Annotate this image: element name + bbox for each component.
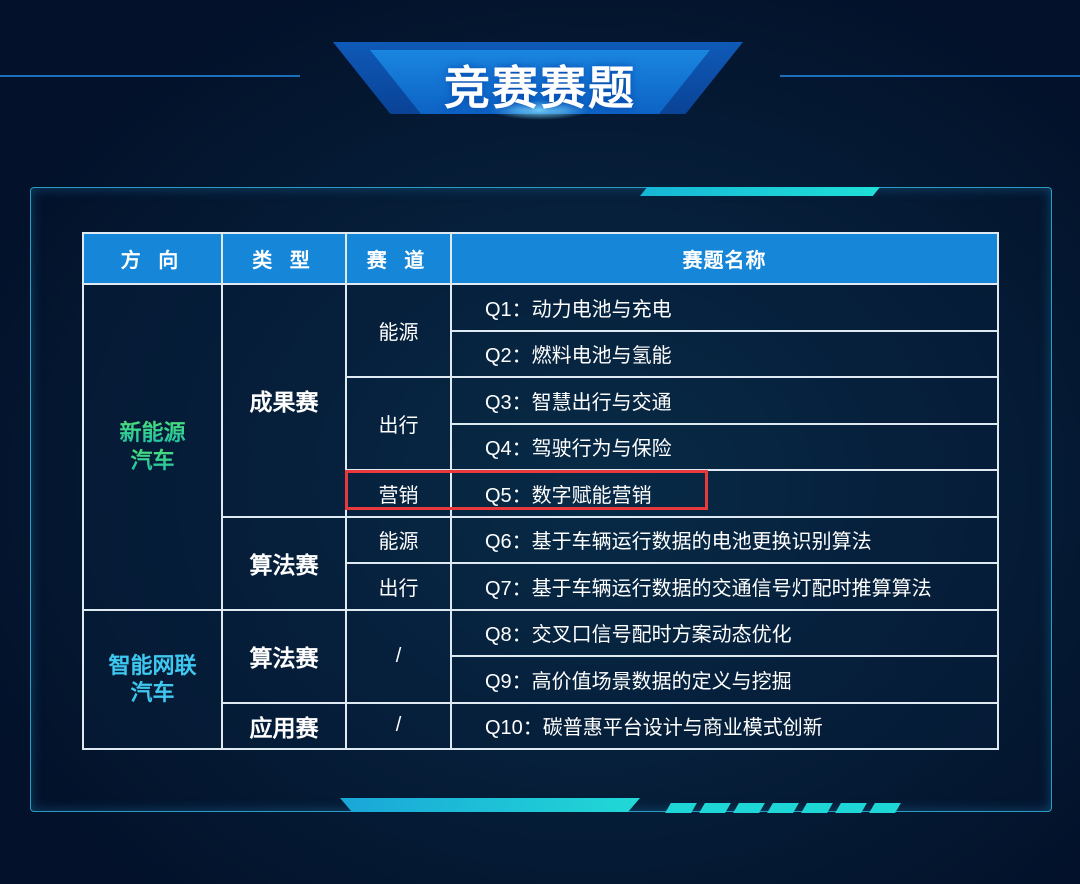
type-cell: 成果赛 — [221, 283, 347, 518]
table-row: 应用赛 / Q10：碳普惠平台设计与商业模式创新 — [83, 701, 999, 750]
type-cell: 应用赛 — [221, 701, 347, 750]
question-cell: Q9：高价值场景数据的定义与挖掘 — [450, 655, 999, 704]
page-title: 竞赛赛题 — [444, 62, 636, 114]
decor-line — [780, 75, 1080, 77]
table-row: Q9：高价值场景数据的定义与挖掘 — [83, 655, 999, 704]
frame-accent-bar — [340, 798, 640, 812]
header-title: 赛题名称 — [450, 232, 999, 285]
question-cell: Q6：基于车辆运行数据的电池更换识别算法 — [450, 515, 999, 564]
direction-cell: 新能源 汽车 — [82, 283, 223, 611]
direction-label: 新能源 汽车 — [119, 420, 186, 473]
table-row: 智能网联 汽车 算法赛 / Q8：交叉口信号配时方案动态优化 — [82, 608, 999, 750]
header-type: 类 型 — [221, 232, 347, 285]
direction-label: 智能网联 汽车 — [108, 652, 197, 706]
header-track: 赛 道 — [345, 232, 452, 285]
table-row: Q2：燃料电池与氢能 — [83, 329, 999, 378]
question-cell: Q4：驾驶行为与保险 — [450, 422, 999, 471]
decor-dashes — [665, 803, 901, 813]
highlight-box — [345, 470, 708, 510]
track-cell: 出行 — [345, 376, 452, 471]
track-cell: 能源 — [345, 515, 452, 564]
track-cell: / — [345, 608, 452, 704]
competition-table: 方 向 类 型 赛 道 赛题名称 新能源 汽车 成果赛 能源 Q1：动力电池与充… — [82, 232, 999, 750]
type-cell: 算法赛 — [221, 515, 347, 611]
table-row: Q4：驾驶行为与保险 — [83, 422, 999, 471]
title-glow — [490, 100, 590, 120]
table-row: 新能源 汽车 成果赛 能源 Q1：动力电池与充电 — [82, 283, 999, 611]
question-cell: Q8：交叉口信号配时方案动态优化 — [450, 608, 999, 657]
track-cell: 出行 — [345, 562, 452, 611]
question-cell: Q1：动力电池与充电 — [450, 283, 999, 332]
decor-line — [0, 75, 300, 77]
table-row: 出行 Q7：基于车辆运行数据的交通信号灯配时推算算法 — [83, 562, 999, 611]
question-cell: Q2：燃料电池与氢能 — [450, 329, 999, 378]
direction-cell: 智能网联 汽车 — [82, 608, 223, 750]
table-header-row: 方 向 类 型 赛 道 赛题名称 — [82, 232, 999, 285]
header-direction: 方 向 — [82, 232, 223, 285]
table-row: 出行 Q3：智慧出行与交通 — [83, 376, 999, 471]
frame-accent-bar — [640, 187, 880, 196]
type-cell: 算法赛 — [221, 608, 347, 704]
question-cell: Q7：基于车辆运行数据的交通信号灯配时推算算法 — [450, 562, 999, 611]
track-cell: 能源 — [345, 283, 452, 378]
question-cell: Q3：智慧出行与交通 — [450, 376, 999, 425]
question-cell: Q10：碳普惠平台设计与商业模式创新 — [450, 701, 999, 750]
track-cell: / — [345, 701, 452, 750]
table-row: 算法赛 能源 Q6：基于车辆运行数据的电池更换识别算法 — [83, 515, 999, 611]
